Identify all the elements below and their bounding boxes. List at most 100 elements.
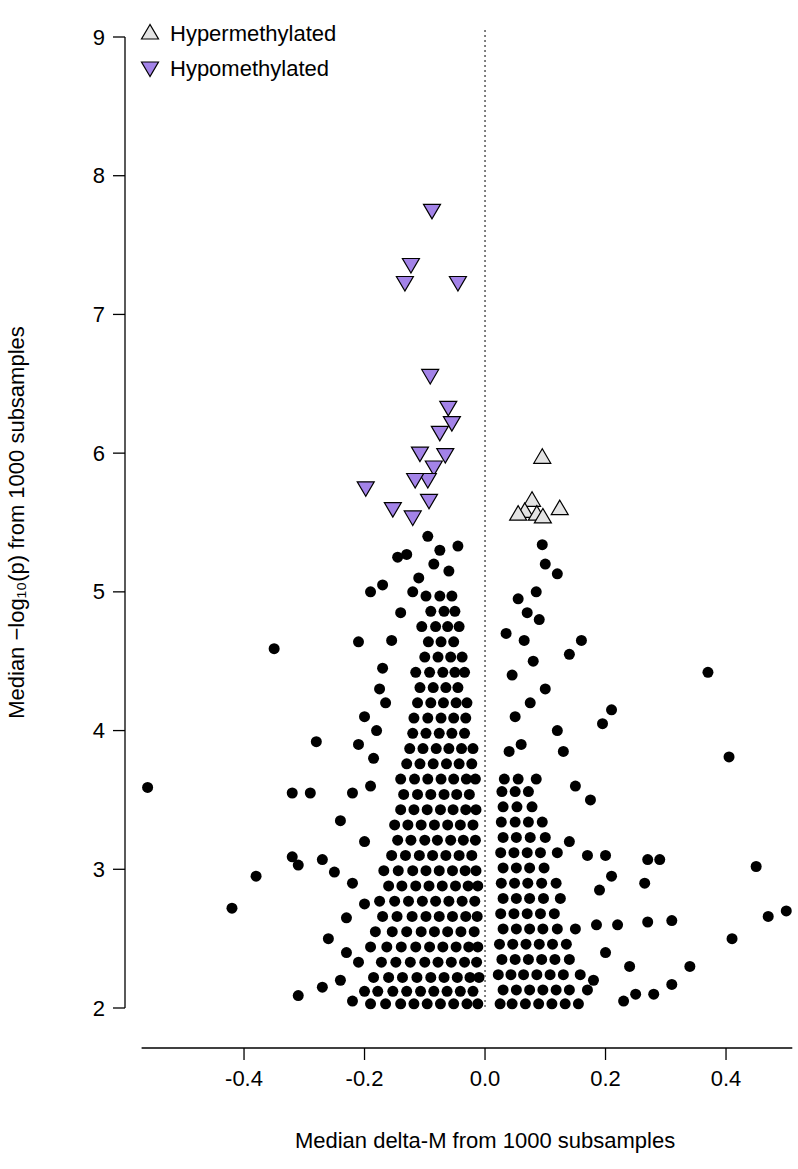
point	[413, 572, 424, 583]
point	[424, 204, 441, 219]
point	[458, 835, 469, 846]
point	[511, 801, 522, 812]
point	[498, 984, 509, 995]
point	[428, 559, 439, 570]
point	[461, 998, 472, 1009]
point	[359, 898, 370, 909]
point	[528, 656, 539, 667]
point	[539, 862, 550, 873]
point	[457, 652, 468, 663]
point	[495, 847, 506, 858]
point	[445, 835, 456, 846]
point	[454, 850, 465, 861]
point	[380, 697, 391, 708]
point	[534, 614, 545, 625]
point	[524, 984, 535, 995]
point	[422, 998, 433, 1009]
point	[392, 835, 403, 846]
point	[472, 941, 483, 952]
point	[401, 758, 412, 769]
point	[448, 998, 459, 1009]
point	[564, 649, 575, 660]
point	[390, 957, 401, 968]
y-tick-label: 2	[93, 996, 105, 1021]
point	[335, 975, 346, 986]
point	[442, 621, 453, 632]
point	[446, 957, 457, 968]
point	[447, 865, 458, 876]
legend-label: Hypermethylated	[170, 21, 336, 46]
point	[457, 896, 468, 907]
point	[443, 743, 454, 754]
point	[501, 628, 512, 639]
point	[618, 996, 629, 1007]
point	[684, 961, 695, 972]
point	[464, 789, 475, 800]
point	[727, 933, 738, 944]
point	[400, 850, 411, 861]
point	[642, 916, 653, 927]
point	[365, 941, 376, 952]
point	[428, 758, 439, 769]
point	[575, 969, 586, 980]
point	[419, 652, 430, 663]
point	[531, 586, 542, 597]
point	[463, 880, 474, 891]
point	[365, 586, 376, 597]
point	[552, 725, 563, 736]
x-tick-label: 0.0	[470, 1066, 501, 1091]
point	[407, 865, 418, 876]
point	[392, 552, 403, 563]
point	[467, 743, 478, 754]
point	[434, 728, 445, 739]
point	[449, 606, 460, 617]
point	[357, 482, 374, 497]
point	[600, 947, 611, 958]
point	[317, 982, 328, 993]
point	[287, 787, 298, 798]
point	[401, 986, 412, 997]
point	[397, 972, 408, 983]
point	[498, 893, 509, 904]
point	[624, 961, 635, 972]
point	[407, 473, 424, 488]
point	[437, 941, 448, 952]
point	[513, 774, 524, 785]
point	[425, 789, 436, 800]
plot-area	[142, 29, 792, 1009]
point	[381, 941, 392, 952]
point	[353, 636, 364, 647]
point	[445, 652, 456, 663]
x-tick	[364, 1048, 365, 1060]
point	[460, 713, 471, 724]
point	[359, 986, 370, 997]
point	[498, 832, 509, 843]
point	[654, 854, 665, 865]
point	[405, 957, 416, 968]
point	[639, 878, 650, 889]
legend-marker	[142, 62, 159, 77]
point	[436, 713, 447, 724]
point	[440, 682, 451, 693]
point	[443, 566, 454, 577]
point	[516, 739, 527, 750]
point	[511, 862, 522, 873]
point	[552, 923, 563, 934]
point	[440, 401, 457, 416]
point	[409, 774, 420, 785]
point	[442, 926, 453, 937]
x-tick-label: 0.4	[711, 1066, 742, 1091]
point	[455, 926, 466, 937]
point	[365, 998, 376, 1009]
point	[451, 697, 462, 708]
point	[537, 817, 548, 828]
point	[427, 850, 438, 861]
point	[524, 862, 535, 873]
point	[422, 804, 433, 815]
point	[435, 804, 446, 815]
point	[507, 670, 518, 681]
point	[452, 972, 463, 983]
point	[423, 636, 434, 647]
point	[455, 819, 466, 830]
point	[466, 850, 477, 861]
